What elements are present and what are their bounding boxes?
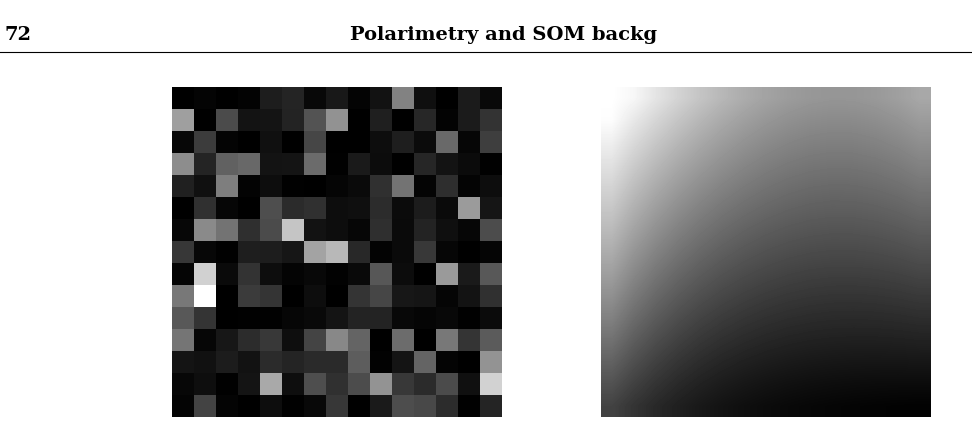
Text: 72: 72 [5,26,32,44]
Text: Polarimetry and SOM backg: Polarimetry and SOM backg [350,26,657,44]
